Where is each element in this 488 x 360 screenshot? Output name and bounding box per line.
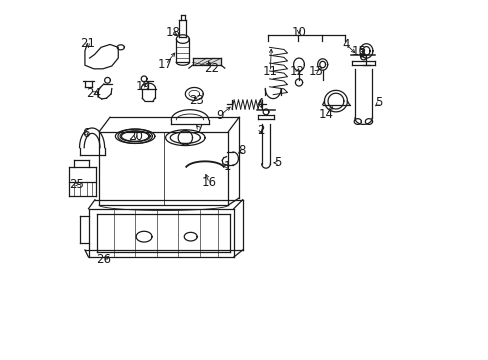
Text: 26: 26: [96, 253, 111, 266]
Text: 12: 12: [289, 65, 305, 78]
Text: 24: 24: [85, 87, 101, 100]
Text: 17: 17: [158, 58, 173, 71]
Text: 15: 15: [351, 45, 366, 58]
Text: 2: 2: [256, 124, 264, 137]
Text: 10: 10: [291, 26, 306, 39]
Text: 5: 5: [273, 156, 281, 169]
Text: 8: 8: [238, 144, 245, 157]
Text: 6: 6: [82, 127, 90, 140]
Text: 23: 23: [188, 94, 203, 107]
Text: 18: 18: [165, 26, 180, 39]
Text: 4: 4: [256, 98, 264, 111]
Text: 3: 3: [358, 47, 365, 60]
Text: 13: 13: [308, 65, 323, 78]
Text: 20: 20: [128, 130, 142, 144]
Text: 9: 9: [216, 109, 224, 122]
Text: 1: 1: [223, 160, 230, 173]
Text: 5: 5: [374, 96, 382, 109]
Text: 25: 25: [69, 178, 84, 191]
Text: 11: 11: [262, 65, 277, 78]
Text: 19: 19: [136, 80, 151, 93]
Text: 22: 22: [203, 62, 219, 75]
Text: 4: 4: [342, 38, 349, 51]
Text: 14: 14: [318, 108, 333, 121]
Text: 7: 7: [195, 122, 203, 136]
Text: 21: 21: [80, 36, 95, 50]
Text: 16: 16: [202, 176, 216, 189]
